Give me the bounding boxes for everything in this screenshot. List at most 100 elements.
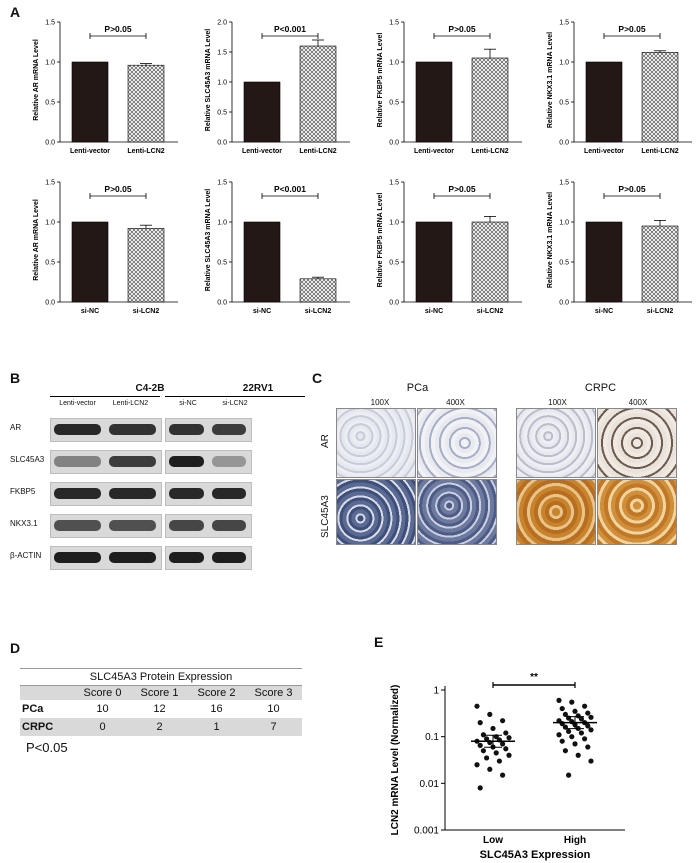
score-col-2: Score 2 (197, 687, 236, 699)
y-tick-label: 1.5 (45, 180, 55, 187)
x-tick-label: Lenti-vector (242, 148, 282, 155)
y-axis-label: Relative SLC45A3 mRNA Level (205, 189, 212, 292)
blot-band (169, 520, 204, 531)
bar-chart-6: 0.0 0.5 1.0 1.5 Relative SLC45A3 mRNA Level s… (205, 180, 350, 315)
bar (415, 221, 453, 303)
bar-chart-5: 0.0 0.5 1.0 1.5 Relative AR mRNA Level si-NC s… (33, 180, 178, 315)
y-tick-label: 1.5 (559, 20, 569, 27)
x-axis-label: SLC45A3 Expression (480, 849, 591, 861)
x-tick-label: Lenti-vector (584, 148, 624, 155)
scatter-point (503, 730, 509, 736)
scatter-point (484, 736, 490, 742)
y-tick-label: 0.5 (45, 260, 55, 267)
blot-band (211, 424, 246, 435)
y-tick-label: 0.1 (425, 732, 439, 743)
score-cell: 0 (99, 721, 106, 733)
score-table-pvalue: P<0.05 (26, 740, 68, 755)
cell-line-underline-1 (50, 396, 160, 397)
scatter-point (500, 718, 506, 724)
y-tick-label: 1.5 (389, 20, 399, 27)
ihc-crpc-ar-400x (597, 408, 677, 478)
scatter-point (500, 741, 506, 747)
bar (299, 278, 337, 303)
x-tick-label: si-NC (253, 308, 271, 315)
blot-band (211, 456, 246, 467)
score-row-label: PCa (22, 703, 44, 715)
x-tick-label: Lenti-vector (414, 148, 454, 155)
y-tick-label: 1.0 (559, 220, 569, 227)
ihc-pca-ar-100x (336, 408, 416, 478)
scatter-point (477, 720, 483, 726)
scatter-point (477, 785, 483, 791)
scatter-point (559, 738, 565, 744)
scatter-point (566, 728, 572, 734)
blot-band (109, 520, 156, 531)
score-table-title: SLC45A3 Protein Expression (20, 668, 302, 686)
score-cell: 2 (156, 721, 163, 733)
x-tick-label: Lenti-LCN2 (299, 148, 336, 155)
bar (127, 64, 165, 143)
blot-band (109, 552, 156, 563)
blot-band (54, 456, 101, 467)
y-tick-label: 0.0 (389, 140, 399, 147)
x-tick-label: si-NC (595, 308, 613, 315)
y-tick-label: 0.001 (414, 826, 439, 837)
bar (71, 61, 109, 143)
blot-band (109, 488, 156, 499)
score-cell: 12 (153, 703, 166, 715)
y-tick-label: 0.0 (45, 140, 55, 147)
scatter-point (569, 734, 575, 740)
scatter-point (477, 742, 483, 748)
score-row-label: CRPC (22, 721, 54, 733)
scatter-point (569, 699, 575, 705)
lane-label-lenti-vector: Lenti-vector (59, 400, 96, 407)
p-value-label: P>0.05 (104, 24, 131, 34)
panel-a-bar-charts: 0.0 0.5 1.0 1.5 Relative AR mRNA Level Lenti-… (33, 20, 692, 315)
blot-band (211, 552, 246, 563)
y-tick-label: 1.5 (389, 180, 399, 187)
bar (641, 225, 679, 303)
x-tick-label: Low (483, 835, 503, 846)
y-tick-label: 1.0 (559, 60, 569, 67)
p-value-label: P<0.001 (274, 184, 306, 194)
blot-band (169, 456, 204, 467)
y-tick-label: 0.5 (45, 100, 55, 107)
bar-chart-1: 0.0 0.5 1.0 1.5 Relative AR mRNA Level Lenti-… (33, 20, 178, 155)
bar-chart-2: 0.0 0.5 1.0 1.5 2.0 Relative SLC45A3 mRNA Lev… (205, 20, 350, 155)
y-tick-label: 1.0 (45, 220, 55, 227)
y-tick-label: 0.5 (217, 260, 227, 267)
y-tick-label: 0.0 (559, 300, 569, 307)
y-axis-label: Relative FKBP5 mRNA Level (377, 193, 384, 288)
score-col-0: Score 0 (83, 687, 122, 699)
bar (471, 221, 509, 303)
cell-line-label-22rv1: 22RV1 (242, 383, 274, 394)
scatter-point (496, 758, 502, 764)
scatter-point (588, 714, 594, 720)
y-axis-label: Relative AR mRNA Level (33, 39, 40, 121)
ihc-pca-ar-400x (417, 408, 497, 478)
scatter-point (585, 710, 591, 716)
scatter-point (562, 711, 568, 718)
scatter-point (474, 762, 480, 768)
bar (299, 45, 337, 143)
y-axis-label: Relative NKX3.1 mRNA Level (547, 192, 554, 288)
score-table: Score 0 Score 1 Score 2 Score 3 PCa 10 1… (20, 686, 302, 736)
scatter-point (487, 766, 493, 772)
y-tick-label: 0.5 (559, 260, 569, 267)
p-value-label: P>0.05 (618, 24, 645, 34)
score-col-3: Score 3 (254, 687, 293, 699)
ihc-crpc-slc45a3-100x (516, 479, 596, 545)
scatter-point (572, 708, 578, 714)
ihc-crpc-slc45a3-400x (597, 479, 677, 545)
ihc-row-label-slc45a3: SLC45A3 (320, 495, 331, 538)
scatter-point (578, 730, 584, 736)
cell-line-underline-2 (165, 396, 305, 397)
scatter-point (556, 697, 562, 703)
y-tick-label: 1.5 (559, 180, 569, 187)
bar (127, 228, 165, 303)
bar-chart-4: 0.0 0.5 1.0 1.5 Relative NKX3.1 mRNA Level Le… (547, 20, 692, 155)
p-value-label: P>0.05 (104, 184, 131, 194)
scatter-point (506, 735, 512, 741)
x-tick-label: Lenti-LCN2 (471, 148, 508, 155)
scatter-point (575, 752, 581, 758)
